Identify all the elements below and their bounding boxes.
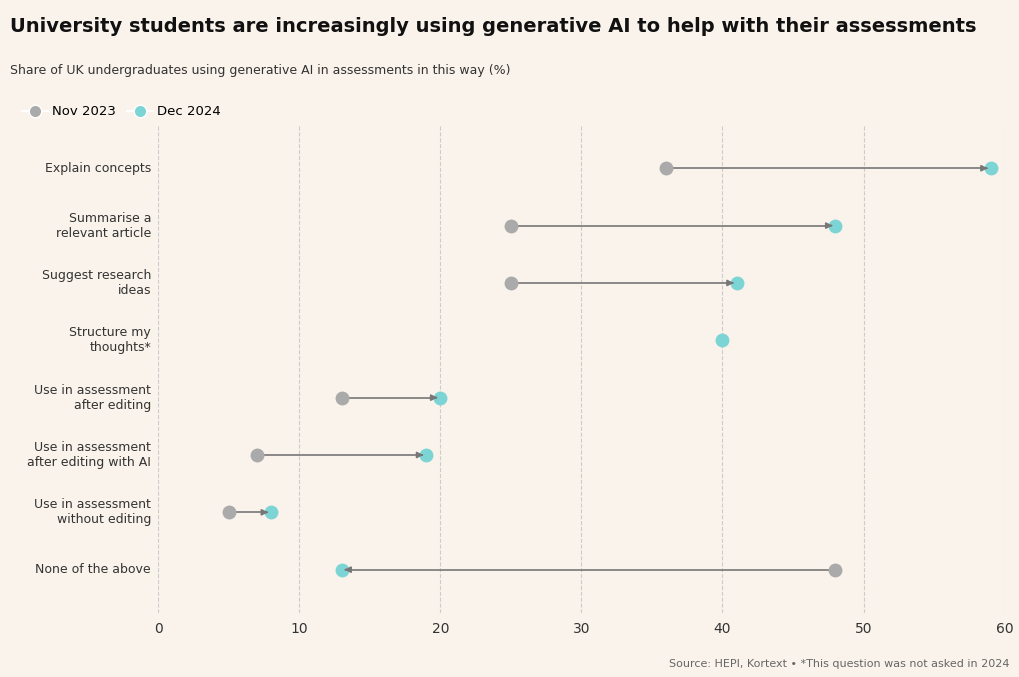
Text: University students are increasingly using generative AI to help with their asse: University students are increasingly usi…	[10, 17, 976, 36]
Text: Summarise a
relevant article: Summarise a relevant article	[56, 212, 151, 240]
Text: Explain concepts: Explain concepts	[45, 162, 151, 175]
Text: Suggest research
ideas: Suggest research ideas	[42, 269, 151, 297]
Text: None of the above: None of the above	[36, 563, 151, 576]
Text: Use in assessment
after editing: Use in assessment after editing	[34, 384, 151, 412]
Text: Use in assessment
after editing with AI: Use in assessment after editing with AI	[28, 441, 151, 469]
Text: Use in assessment
without editing: Use in assessment without editing	[34, 498, 151, 526]
Legend: Nov 2023, Dec 2024: Nov 2023, Dec 2024	[16, 100, 226, 124]
Text: Share of UK undergraduates using generative AI in assessments in this way (%): Share of UK undergraduates using generat…	[10, 64, 511, 77]
Text: Source: HEPI, Kortext • *This question was not asked in 2024: Source: HEPI, Kortext • *This question w…	[668, 659, 1009, 669]
Text: Structure my
thoughts*: Structure my thoughts*	[69, 326, 151, 354]
